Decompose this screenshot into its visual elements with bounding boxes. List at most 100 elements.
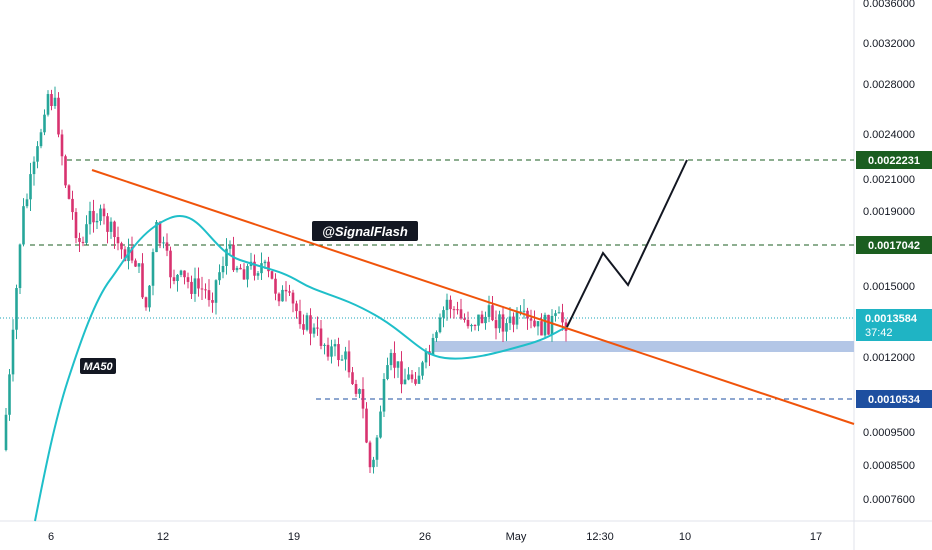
x-tick: 17	[810, 531, 822, 543]
candle-body	[347, 351, 351, 373]
candle-body	[162, 242, 165, 244]
y-tick: 0.0015000	[863, 281, 915, 293]
y-tick: 0.0009500	[863, 427, 915, 439]
candle-body	[435, 332, 438, 338]
candle-body	[351, 372, 354, 385]
candle-body	[344, 351, 347, 360]
candle-body	[403, 379, 407, 385]
candle-body	[102, 208, 106, 217]
candle-body	[316, 327, 319, 329]
candle-body	[109, 221, 113, 232]
candle-body	[550, 315, 554, 335]
candle-body	[246, 266, 249, 280]
candle-body	[270, 271, 274, 279]
candle-body	[179, 270, 183, 275]
candle-body	[225, 248, 228, 267]
candle-body	[228, 244, 232, 249]
candle-body	[200, 288, 204, 290]
candle-body	[78, 238, 81, 242]
candle-body	[11, 329, 15, 375]
candle-body	[330, 346, 333, 357]
level-badge-0022231: 0.0022231	[856, 151, 932, 169]
candle-body	[508, 316, 512, 324]
candle-body	[557, 312, 561, 314]
candle-body	[22, 206, 25, 245]
candle-body	[456, 309, 459, 311]
candle-body	[288, 291, 291, 293]
candle-body	[92, 210, 95, 223]
candle-body	[505, 323, 508, 332]
candle-body	[512, 316, 515, 325]
candle-body	[466, 319, 470, 327]
candle-body	[540, 321, 543, 336]
candle-body	[400, 361, 403, 385]
x-tick: May	[506, 531, 527, 543]
candle-body	[494, 320, 498, 329]
candle-body	[536, 321, 540, 327]
candle-body	[414, 379, 417, 384]
candle-body	[459, 309, 463, 319]
candle-body	[372, 459, 375, 468]
candle-body	[169, 250, 172, 278]
candle-body	[130, 247, 134, 261]
candle-body	[326, 344, 330, 357]
candle-body	[487, 305, 491, 317]
candle-body	[256, 273, 260, 276]
candle-body	[277, 293, 281, 302]
current-price-badge: 0.0013584 37:42	[856, 309, 932, 341]
candle-body	[295, 303, 298, 312]
candle-body	[309, 315, 312, 334]
svg-text:0.0017042: 0.0017042	[868, 240, 920, 252]
y-tick: 0.0032000	[863, 38, 915, 50]
candle-body	[239, 267, 242, 270]
candle-body	[193, 278, 197, 294]
candle-body	[158, 222, 162, 244]
candle-body	[106, 216, 109, 232]
candle-body	[547, 314, 550, 335]
candle-body	[554, 313, 557, 316]
candle-body	[421, 362, 424, 376]
candle-body	[151, 252, 155, 286]
x-tick: 19	[288, 531, 300, 543]
candle-body	[470, 325, 473, 327]
x-tick: 10	[679, 531, 691, 543]
candle-body	[144, 297, 148, 308]
candle-body	[333, 344, 337, 347]
support-zone	[432, 341, 854, 352]
candle-body	[515, 312, 519, 325]
candle-body	[15, 288, 18, 330]
candle-body	[305, 315, 309, 330]
candle-body	[197, 278, 200, 289]
x-tick: 12:30	[586, 531, 614, 543]
candle-body	[141, 263, 144, 298]
candle-body	[32, 161, 36, 175]
x-axis-ticks: 6 12 19 26 May 12:30 10 17	[48, 531, 822, 543]
candle-body	[183, 270, 186, 278]
svg-text:37:42: 37:42	[865, 327, 893, 339]
candle-body	[445, 299, 449, 311]
candle-body	[298, 311, 302, 325]
candle-body	[340, 359, 344, 361]
candle-body	[221, 266, 225, 273]
candle-body	[477, 314, 480, 326]
level-badge-0017042: 0.0017042	[856, 236, 932, 254]
candle-body	[214, 280, 218, 303]
candle-body	[53, 97, 57, 107]
candle-body	[424, 351, 428, 363]
svg-text:0.0010534: 0.0010534	[868, 394, 921, 406]
candle-body	[120, 243, 123, 250]
svg-text:@SignalFlash: @SignalFlash	[322, 224, 408, 239]
candle-body	[386, 365, 389, 380]
candle-body	[57, 97, 60, 135]
candle-body	[43, 114, 46, 133]
candle-body	[165, 242, 169, 251]
candle-body	[235, 267, 239, 271]
candle-body	[491, 305, 494, 321]
level-badge-0010534: 0.0010534	[856, 390, 932, 408]
candle-body	[186, 277, 190, 282]
descending-trendline	[91, 169, 855, 425]
candle-body	[113, 221, 116, 238]
candle-body	[67, 185, 71, 199]
candle-body	[291, 292, 295, 304]
